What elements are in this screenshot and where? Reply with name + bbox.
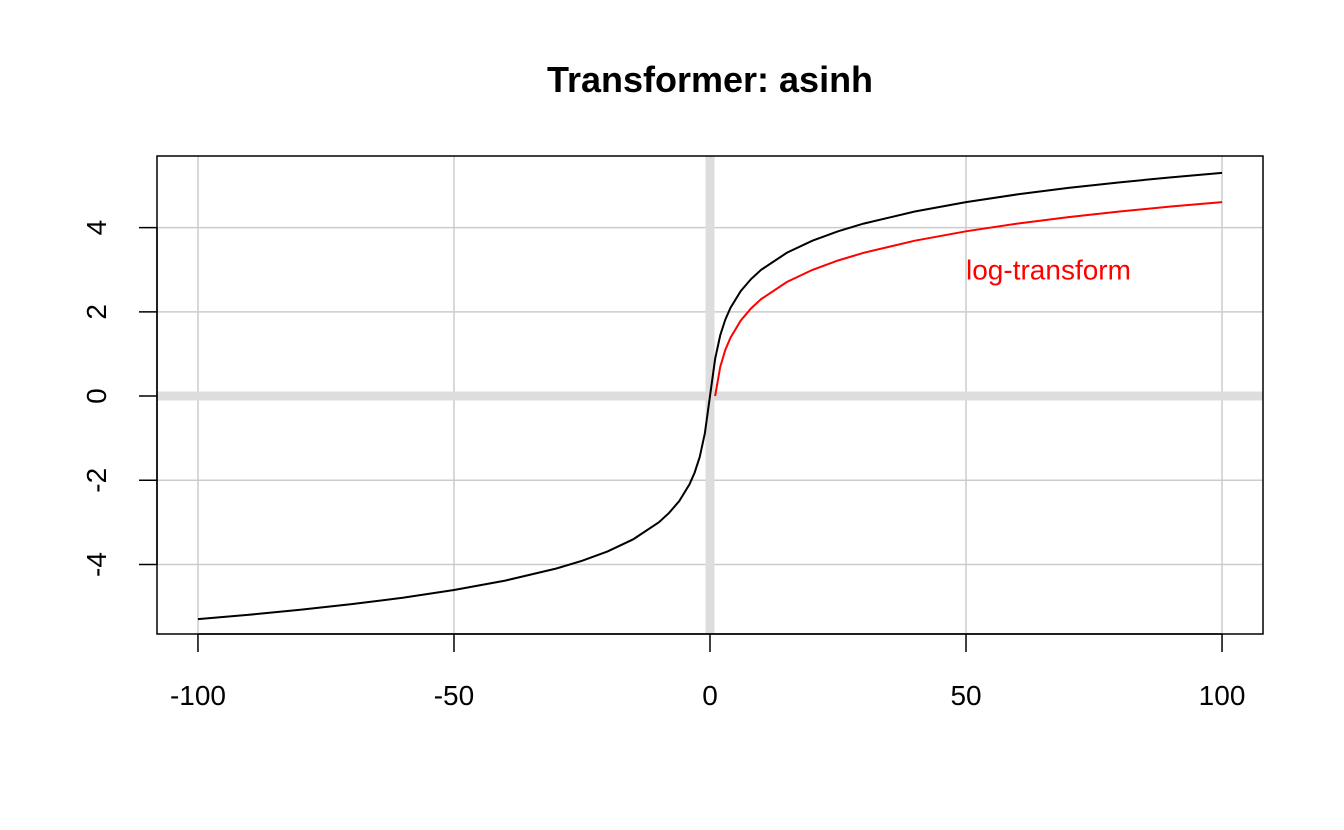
chart-title: Transformer: asinh	[547, 59, 873, 100]
x-tick-label: 0	[702, 680, 718, 711]
series-lines	[197, 171, 1223, 621]
annotations: log-transform	[966, 255, 1131, 286]
series-line-1	[714, 201, 1223, 397]
x-tick-label: -100	[170, 680, 226, 711]
y-tick-label: -4	[81, 552, 112, 577]
x-tick-label: 100	[1199, 680, 1246, 711]
y-tick-label: 0	[81, 388, 112, 404]
annotation-label: log-transform	[966, 255, 1131, 286]
y-tick-label: -2	[81, 468, 112, 493]
x-axis: -100 -50 0 50 100	[170, 633, 1246, 711]
y-tick-label: 2	[81, 304, 112, 320]
y-axis: -4 -2 0 2 4	[81, 220, 158, 577]
x-tick-label: -50	[434, 680, 474, 711]
y-tick-label: 4	[81, 220, 112, 236]
x-tick-label: 50	[950, 680, 981, 711]
series-line-0	[197, 171, 1223, 621]
